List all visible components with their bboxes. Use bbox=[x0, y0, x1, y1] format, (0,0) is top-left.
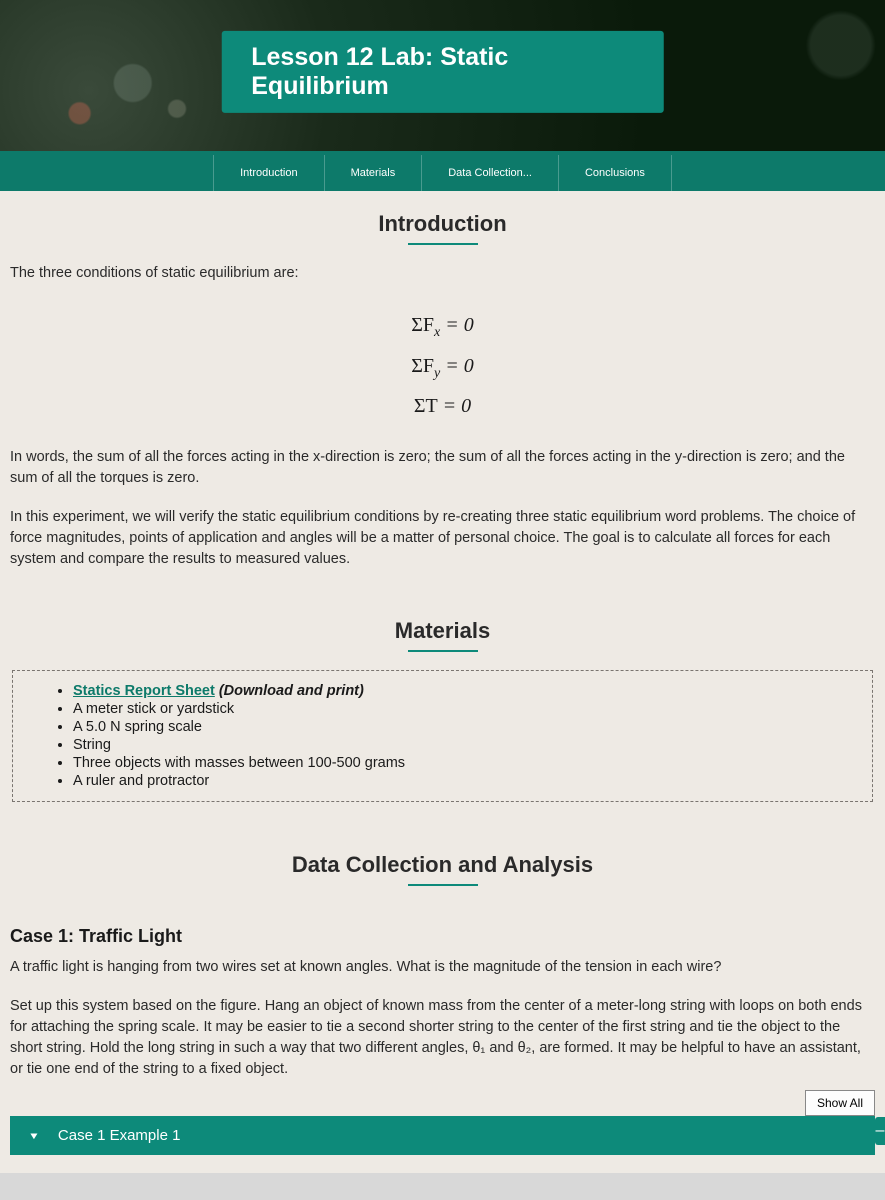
eq-lhs: ΣT bbox=[414, 395, 438, 417]
link-note: (Download and print) bbox=[215, 683, 364, 699]
report-sheet-link[interactable]: Statics Report Sheet bbox=[73, 683, 215, 699]
chevron-down-icon: ▼ bbox=[28, 1130, 40, 1141]
heading-underline bbox=[408, 884, 478, 886]
content-page: Introduction The three conditions of sta… bbox=[0, 191, 885, 1173]
section-heading-text: Introduction bbox=[378, 211, 506, 236]
equations-block: ΣFx = 0 ΣFy = 0 ΣT = 0 bbox=[10, 306, 875, 425]
show-all-button[interactable]: Show All bbox=[805, 1090, 875, 1116]
eq-lhs: ΣF bbox=[411, 355, 434, 377]
intro-paragraph-1: In words, the sum of all the forces acti… bbox=[10, 447, 875, 489]
section-heading-text: Materials bbox=[395, 618, 490, 643]
section-heading-data: Data Collection and Analysis bbox=[10, 832, 875, 886]
section-heading-materials: Materials bbox=[10, 598, 875, 652]
list-item: A ruler and protractor bbox=[73, 773, 860, 789]
intro-lead: The three conditions of static equilibri… bbox=[10, 263, 875, 284]
list-item: Three objects with masses between 100-50… bbox=[73, 755, 860, 771]
tab-conclusions[interactable]: Conclusions bbox=[558, 155, 672, 191]
tab-materials[interactable]: Materials bbox=[324, 155, 422, 191]
materials-list: Statics Report Sheet (Download and print… bbox=[25, 683, 860, 789]
tab-introduction[interactable]: Introduction bbox=[213, 155, 323, 191]
hero-title-box: Lesson 12 Lab: Static Equilibrium bbox=[221, 30, 664, 112]
side-handle-icon[interactable]: – bbox=[875, 1117, 885, 1145]
case-1-paragraph-2: Set up this system based on the figure. … bbox=[10, 996, 875, 1080]
section-heading-text: Data Collection and Analysis bbox=[292, 852, 593, 877]
tab-navigation: Introduction Materials Data Collection..… bbox=[0, 155, 885, 191]
equation-fx: ΣFx = 0 bbox=[10, 306, 875, 347]
list-item: A meter stick or yardstick bbox=[73, 701, 860, 717]
equation-torque: ΣT = 0 bbox=[10, 387, 875, 425]
list-item: String bbox=[73, 737, 860, 753]
accordion-case-1-example-1[interactable]: ▼ Case 1 Example 1 bbox=[10, 1116, 875, 1155]
case-1-paragraph-1: A traffic light is hanging from two wire… bbox=[10, 957, 875, 978]
list-item: Statics Report Sheet (Download and print… bbox=[73, 683, 860, 699]
materials-box: Statics Report Sheet (Download and print… bbox=[12, 670, 873, 802]
eq-lhs: ΣF bbox=[411, 314, 434, 336]
tab-data-collection[interactable]: Data Collection... bbox=[421, 155, 558, 191]
accordion-label: Case 1 Example 1 bbox=[58, 1127, 181, 1144]
eq-rhs: = 0 bbox=[438, 395, 472, 417]
intro-paragraph-2: In this experiment, we will verify the s… bbox=[10, 507, 875, 570]
list-item: A 5.0 N spring scale bbox=[73, 719, 860, 735]
case-1-title: Case 1: Traffic Light bbox=[10, 926, 875, 947]
equation-fy: ΣFy = 0 bbox=[10, 347, 875, 388]
heading-underline bbox=[408, 650, 478, 652]
page-title: Lesson 12 Lab: Static Equilibrium bbox=[251, 42, 634, 100]
eq-rhs: = 0 bbox=[440, 355, 474, 377]
heading-underline bbox=[408, 243, 478, 245]
eq-rhs: = 0 bbox=[440, 314, 474, 336]
hero-banner: Lesson 12 Lab: Static Equilibrium bbox=[0, 0, 885, 155]
section-heading-introduction: Introduction bbox=[10, 191, 875, 245]
